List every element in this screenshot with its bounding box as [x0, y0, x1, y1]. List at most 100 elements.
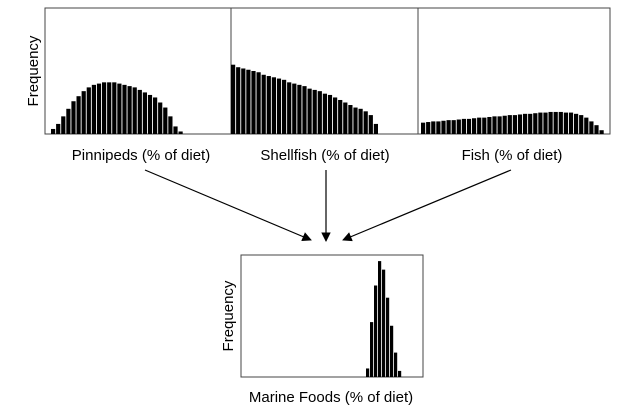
fish-bar	[456, 119, 461, 134]
pinnipeds-bar	[66, 108, 71, 134]
pinnipeds-bar	[142, 92, 147, 134]
marine-foods-bar	[390, 325, 394, 377]
pinnipeds-y-axis-label: Frequency	[25, 35, 42, 106]
marine-foods-bar	[386, 297, 390, 377]
pinnipeds-bar	[86, 87, 91, 134]
shellfish-bar	[282, 79, 287, 134]
pinnipeds-bar	[51, 128, 56, 134]
fish-bar	[533, 113, 538, 134]
marine-foods-bars	[366, 261, 402, 377]
fish-bar	[517, 114, 523, 134]
fish-bar	[477, 117, 482, 134]
fish-bar	[461, 118, 466, 134]
fish-bar	[553, 111, 558, 134]
fish-bar	[574, 113, 579, 134]
pinnipeds-bar	[163, 107, 168, 134]
fish-bar	[436, 121, 441, 134]
fish-bar	[594, 125, 599, 134]
mixing-arrows	[144, 169, 512, 242]
shellfish-bar	[246, 69, 251, 134]
marine-foods-y-axis-label: Frequency	[220, 280, 237, 351]
shellfish-bar	[343, 102, 348, 134]
fish-bar	[558, 111, 563, 134]
shellfish-bar	[241, 68, 246, 134]
marine-foods-bar	[382, 269, 386, 377]
pinnipeds-bar	[127, 86, 132, 134]
pinnipeds-bar	[96, 83, 102, 134]
pinnipeds-bar	[178, 131, 183, 134]
arrow-pinnipeds-to-marine	[144, 169, 312, 242]
pinnipeds-bar	[102, 82, 107, 134]
fish-bar	[487, 116, 492, 134]
pinnipeds-bar	[107, 82, 112, 134]
fish-bar	[543, 112, 548, 134]
pinnipeds-bar	[61, 116, 66, 134]
shellfish-bars	[231, 64, 378, 134]
shellfish-bar	[256, 72, 261, 134]
pinnipeds-bar	[168, 116, 173, 134]
shellfish-bar	[338, 99, 343, 134]
marine-foods-panel: Frequency Marine Foods (% of diet)	[220, 254, 424, 406]
shellfish-bar	[261, 74, 266, 134]
fish-bar	[466, 118, 472, 134]
pinnipeds-bar	[137, 89, 142, 134]
shellfish-bar	[373, 123, 378, 134]
fish-bar	[431, 121, 436, 134]
shellfish-bar	[271, 77, 276, 134]
shellfish-bar	[231, 64, 236, 134]
shellfish-bar	[312, 89, 317, 134]
fish-bar	[563, 112, 568, 134]
shellfish-bar	[292, 83, 297, 134]
fish-bar	[472, 118, 477, 134]
shellfish-bar	[333, 97, 338, 134]
fish-x-axis-label: Fish (% of diet)	[462, 147, 563, 164]
shellfish-bar	[353, 107, 358, 134]
fish-bar	[599, 130, 604, 134]
shellfish-bar	[358, 108, 363, 134]
pinnipeds-bar	[153, 97, 158, 134]
marine-foods-bar	[398, 370, 402, 377]
pinnipeds-bar	[91, 84, 96, 134]
pinnipeds-bar	[56, 123, 61, 134]
pinnipeds-bar	[117, 83, 122, 134]
pinnipeds-x-axis-label: Pinnipeds (% of diet)	[72, 147, 210, 164]
shellfish-bar	[302, 86, 307, 134]
fish-bar	[426, 122, 431, 134]
marine-foods-bar	[366, 368, 370, 377]
fish-bar	[548, 111, 553, 134]
shellfish-panel: Shellfish (% of diet)	[230, 7, 419, 164]
pinnipeds-bar	[132, 87, 137, 134]
shellfish-bar	[307, 88, 312, 134]
shellfish-bar	[266, 76, 271, 134]
shellfish-bar	[348, 105, 353, 134]
fish-bar	[538, 112, 543, 134]
pinnipeds-bar	[71, 101, 76, 134]
fish-bar	[523, 113, 528, 134]
shellfish-bar	[327, 94, 333, 134]
pinnipeds-bar	[158, 102, 163, 134]
fish-bar	[441, 120, 446, 134]
shellfish-x-axis-label: Shellfish (% of diet)	[260, 147, 389, 164]
fish-bar	[568, 112, 574, 134]
fish-panel: Fish (% of diet)	[417, 7, 611, 164]
fish-bar	[497, 116, 502, 134]
pinnipeds-bars	[51, 82, 183, 134]
fish-bar	[512, 115, 517, 134]
marine-foods-bar	[394, 352, 398, 377]
shellfish-bar	[276, 78, 282, 134]
fish-bar	[446, 120, 451, 134]
shellfish-bar	[317, 91, 322, 134]
pinnipeds-bar	[173, 126, 178, 134]
shellfish-bar	[363, 111, 368, 134]
fish-bar	[451, 120, 456, 134]
fish-bar	[579, 115, 584, 134]
marine-foods-bar	[378, 261, 382, 377]
marine-foods-plot-frame	[240, 254, 424, 378]
fish-bar	[492, 116, 497, 134]
fish-bar	[502, 115, 507, 134]
shellfish-bar	[287, 82, 292, 134]
shellfish-bar	[322, 93, 327, 134]
pinnipeds-bar	[81, 91, 86, 134]
marine-foods-bar	[370, 322, 374, 377]
